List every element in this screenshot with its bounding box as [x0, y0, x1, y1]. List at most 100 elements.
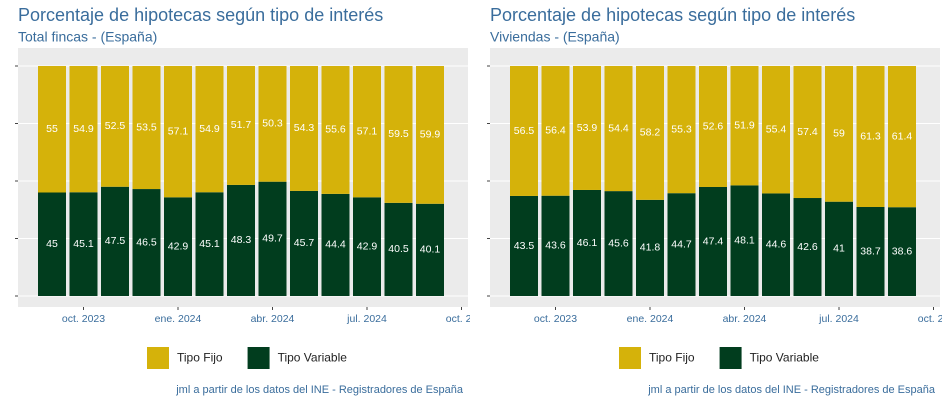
- data-label: 44.6: [766, 238, 787, 250]
- x-tick-label: oct. 2023: [62, 313, 105, 325]
- data-label: 41: [833, 243, 845, 255]
- data-label: 52.6: [703, 120, 724, 132]
- bar-segment: [416, 66, 444, 204]
- data-label: 40.5: [388, 243, 409, 255]
- x-tick-label: ene. 2024: [155, 313, 202, 325]
- bar-segment: [762, 193, 790, 296]
- x-tick-label: abr. 2024: [723, 313, 767, 325]
- data-label: 46.1: [577, 237, 598, 249]
- bar-segment: [636, 199, 664, 296]
- data-label: 54.3: [294, 122, 315, 134]
- caption: jml a partir de los datos del INE - Regi…: [647, 384, 936, 396]
- chart-subtitle: Viviendas - (España): [490, 29, 620, 45]
- x-axis: oct. 2023 ene. 2024 abr. 2024 jul. 2024 oct.…: [62, 313, 470, 325]
- data-label: 47.5: [105, 235, 126, 247]
- bar-segment: [856, 206, 885, 296]
- bar-segment: [541, 195, 570, 296]
- legend-swatch: [247, 347, 270, 369]
- data-label: 48.1: [734, 234, 755, 246]
- data-label: 61.4: [892, 130, 913, 142]
- bar-segment: [825, 66, 853, 202]
- bar-segment: [101, 66, 129, 187]
- bar-segment: [573, 189, 601, 296]
- bar-segment: [541, 66, 570, 196]
- data-label: 38.7: [860, 245, 881, 257]
- data-label: 43.6: [545, 240, 566, 252]
- bar-segment: [667, 193, 696, 296]
- x-tick-label: jul. 2024: [346, 313, 387, 325]
- bar-segment: [290, 190, 318, 296]
- legend-label: Tipo Variable: [750, 351, 820, 365]
- bar-segment: [793, 198, 822, 296]
- legend-label: Tipo Fijo: [177, 351, 223, 365]
- caption: jml a partir de los datos del INE - Regi…: [175, 384, 464, 396]
- data-label: 42.6: [797, 241, 818, 253]
- bar-segment: [636, 66, 664, 200]
- data-label: 56.4: [545, 125, 566, 137]
- data-label: 57.1: [168, 125, 189, 137]
- data-label: 53.5: [136, 121, 157, 133]
- bar-segment: [384, 66, 413, 203]
- data-label: 59.5: [388, 128, 409, 140]
- bar-segment: [321, 193, 350, 296]
- data-label: 44.4: [325, 239, 346, 251]
- data-label: 53.9: [577, 122, 598, 134]
- data-label: 55.3: [671, 123, 692, 135]
- data-label: 48.3: [231, 234, 252, 246]
- bar-segment: [101, 186, 129, 296]
- bar-segment: [762, 66, 790, 194]
- bar-segment: [730, 185, 759, 296]
- x-tick-label: oct. 20: [918, 313, 944, 325]
- data-label: 50.3: [262, 118, 283, 130]
- bar-segment: [667, 66, 696, 194]
- data-label: 51.9: [734, 119, 755, 131]
- bar-segment: [604, 66, 633, 192]
- chart: Porcentaje de hipotecas según tipo de in…: [487, 5, 944, 396]
- bar-segment: [132, 189, 161, 296]
- data-label: 44.7: [671, 238, 692, 250]
- bar-segment: [69, 192, 98, 296]
- bar-segment: [888, 207, 916, 296]
- bar-segment: [353, 197, 381, 296]
- bar-segment: [258, 181, 287, 296]
- bar-segment: [132, 66, 161, 190]
- data-label: 46.5: [136, 236, 157, 248]
- data-label: 52.5: [105, 120, 126, 132]
- bar-segment: [573, 66, 601, 190]
- bar-segment: [793, 66, 822, 199]
- data-label: 57.1: [357, 125, 378, 137]
- bar-segment: [730, 66, 759, 186]
- x-tick-label: jul. 2024: [818, 313, 859, 325]
- bar-segment: [510, 66, 538, 196]
- bar-segment: [888, 66, 916, 208]
- bar-segment: [164, 197, 192, 296]
- legend-swatch: [719, 347, 742, 369]
- data-label: 40.1: [420, 244, 441, 256]
- bar-segment: [195, 192, 224, 296]
- bar-segment: [699, 186, 727, 296]
- bar-segment: [825, 201, 853, 296]
- chart-title: Porcentaje de hipotecas según tipo de in…: [490, 5, 855, 25]
- data-label: 45.1: [73, 238, 94, 250]
- bar-segment: [699, 66, 727, 187]
- bar-segment: [856, 66, 885, 207]
- data-label: 43.5: [514, 240, 535, 252]
- chart: Porcentaje de hipotecas según tipo de in…: [15, 5, 470, 396]
- x-tick-label: abr. 2024: [251, 313, 295, 325]
- data-label: 55.6: [325, 124, 346, 136]
- data-label: 57.4: [797, 126, 818, 138]
- bar-segment: [227, 184, 255, 296]
- x-axis: oct. 2023 ene. 2024 abr. 2024 jul. 2024 oct.…: [534, 313, 944, 325]
- data-label: 56.5: [514, 125, 535, 137]
- bar-segment: [510, 195, 538, 296]
- data-label: 45.6: [608, 237, 629, 249]
- data-label: 54.9: [73, 123, 94, 135]
- data-label: 38.6: [892, 245, 913, 257]
- bar-segment: [227, 66, 255, 185]
- bar-segment: [321, 66, 350, 194]
- bar-segment: [38, 66, 66, 193]
- bar-segment: [38, 192, 66, 296]
- data-label: 45: [46, 238, 58, 250]
- data-label: 55.4: [766, 123, 787, 135]
